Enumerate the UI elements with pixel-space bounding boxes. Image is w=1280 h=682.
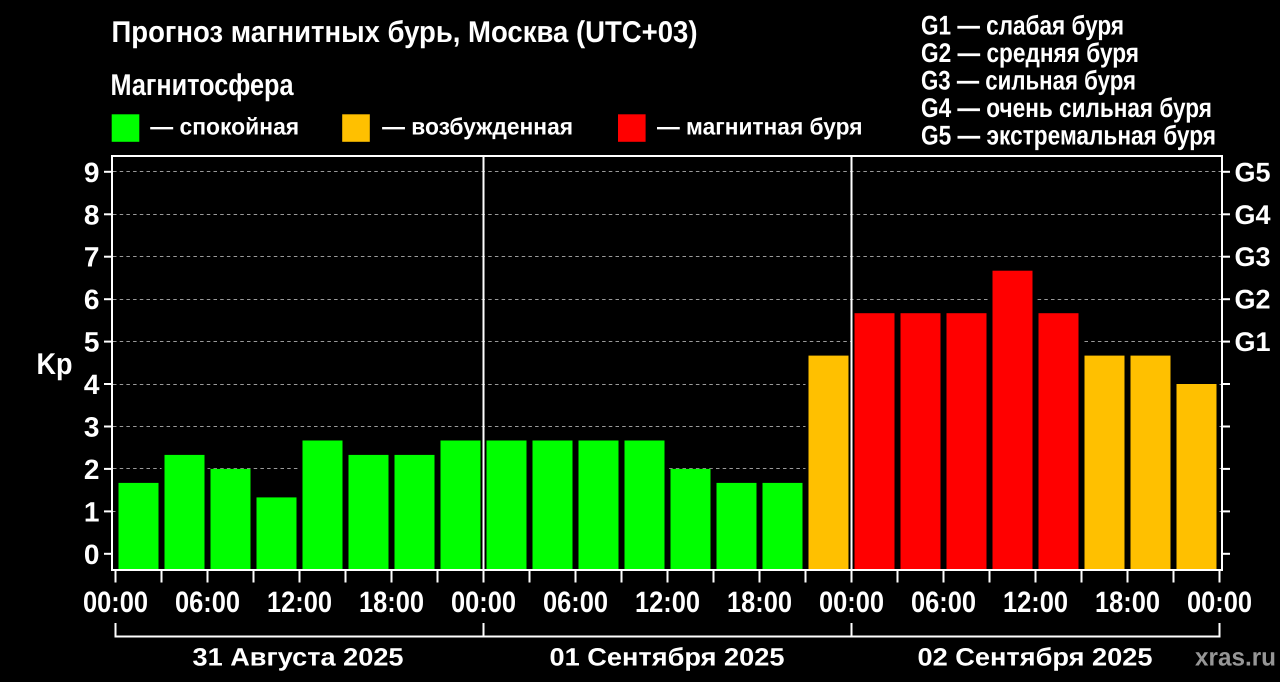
svg-text:01 Сентября 2025: 01 Сентября 2025 [550, 644, 785, 672]
svg-text:18:00: 18:00 [727, 586, 792, 619]
svg-text:G3 — сильная буря: G3 — сильная буря [921, 66, 1136, 96]
svg-text:4: 4 [84, 369, 100, 400]
svg-text:06:00: 06:00 [543, 586, 608, 619]
svg-text:18:00: 18:00 [359, 586, 424, 619]
svg-text:G5: G5 [1235, 157, 1271, 187]
svg-text:00:00: 00:00 [1187, 586, 1252, 619]
svg-text:G3: G3 [1235, 242, 1271, 272]
svg-text:2: 2 [84, 454, 100, 485]
svg-text:6: 6 [84, 284, 100, 315]
svg-text:8: 8 [84, 199, 100, 230]
svg-text:12:00: 12:00 [267, 586, 332, 619]
svg-text:7: 7 [84, 242, 100, 273]
svg-text:00:00: 00:00 [451, 586, 516, 619]
svg-text:02 Сентября 2025: 02 Сентября 2025 [918, 644, 1153, 672]
svg-text:G2: G2 [1235, 285, 1271, 315]
svg-text:00:00: 00:00 [819, 586, 884, 619]
svg-text:G1: G1 [1235, 327, 1271, 357]
svg-text:12:00: 12:00 [635, 586, 700, 619]
svg-text:12:00: 12:00 [1003, 586, 1068, 619]
svg-text:G1 — слабая буря: G1 — слабая буря [921, 11, 1124, 41]
svg-text:— магнитная буря: — магнитная буря [657, 113, 863, 139]
svg-text:9: 9 [84, 157, 100, 188]
svg-text:18:00: 18:00 [1095, 586, 1160, 619]
svg-text:0: 0 [84, 539, 100, 570]
svg-text:3: 3 [84, 412, 100, 443]
svg-text:5: 5 [84, 327, 100, 358]
svg-text:G2 — средняя буря: G2 — средняя буря [921, 38, 1139, 68]
svg-text:G5 — экстремальная буря: G5 — экстремальная буря [921, 121, 1216, 151]
svg-text:G4 — очень сильная буря: G4 — очень сильная буря [921, 93, 1212, 123]
svg-text:1: 1 [84, 496, 100, 527]
svg-text:00:00: 00:00 [83, 586, 148, 619]
svg-text:06:00: 06:00 [175, 586, 240, 619]
svg-text:06:00: 06:00 [911, 586, 976, 619]
svg-text:— возбужденная: — возбужденная [382, 113, 573, 139]
svg-text:Магнитосфера: Магнитосфера [111, 69, 294, 102]
svg-text:Прогноз магнитных бурь, Москва: Прогноз магнитных бурь, Москва (UTC+03) [112, 16, 698, 49]
svg-text:G4: G4 [1235, 200, 1271, 230]
svg-text:xras.ru: xras.ru [1195, 643, 1276, 671]
svg-text:Kp: Kp [37, 348, 73, 381]
svg-text:— спокойная: — спокойная [150, 113, 299, 139]
svg-text:31 Августа 2025: 31 Августа 2025 [193, 644, 404, 672]
